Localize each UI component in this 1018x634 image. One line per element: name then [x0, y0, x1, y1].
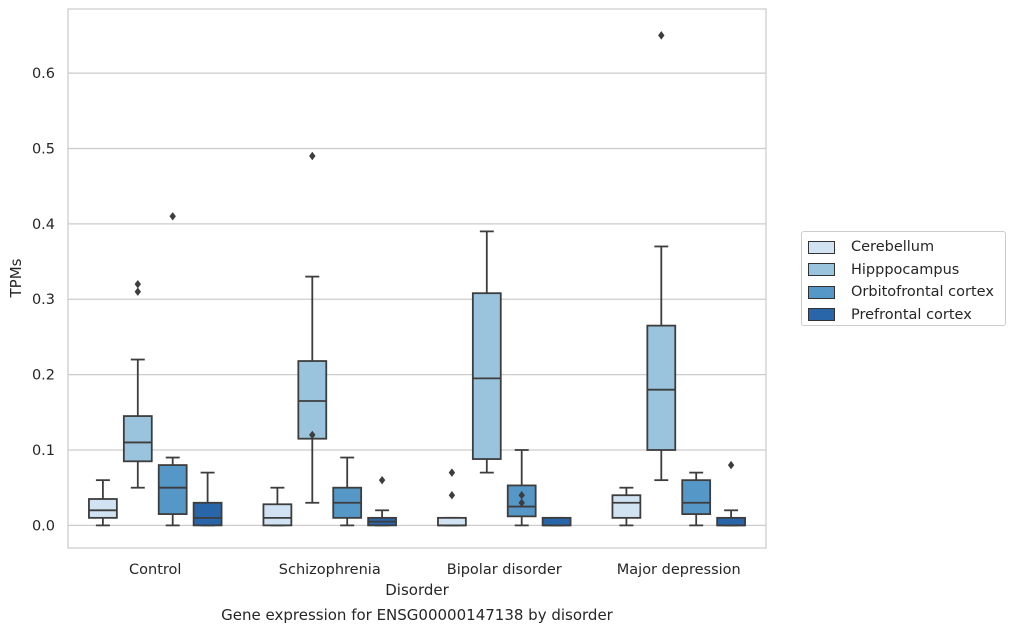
box-prefrontal-cortex: [367, 475, 397, 527]
box-iqr: [437, 516, 467, 527]
x-axis-label: Disorder: [385, 581, 449, 599]
y-tick-label: 0.6: [32, 66, 55, 82]
outlier-point: [378, 475, 386, 485]
box-iqr: [192, 501, 223, 527]
y-tick-label: 0.5: [32, 141, 55, 157]
outlier-point: [658, 31, 665, 40]
box-iqr: [506, 484, 537, 518]
box-cerebellum: [611, 486, 642, 527]
box-cerebellum: [437, 468, 467, 527]
box-hipppocampus: [122, 279, 153, 489]
legend: Cerebellum Hipppocampus Orbitofrontal cort…: [801, 231, 1006, 326]
box-iqr: [646, 324, 677, 451]
outlier-point: [448, 468, 456, 477]
legend-item: Prefrontal cortex: [808, 304, 999, 327]
box-iqr: [262, 503, 293, 527]
plot-frame: [67, 8, 767, 549]
legend-swatch: [808, 308, 835, 322]
box-iqr: [681, 479, 712, 515]
y-tick-label: 0.2: [32, 368, 55, 384]
box-series: [88, 31, 746, 527]
outlier-point: [134, 279, 141, 289]
x-tick-label: Major depression: [617, 562, 741, 578]
y-tick-label: 0.1: [32, 443, 55, 459]
outlier-point: [309, 430, 316, 440]
box-orbitofrontal-cortex: [681, 471, 712, 527]
y-tick-label: 0.3: [32, 292, 55, 308]
legend-swatch: [808, 240, 835, 254]
legend-label: Hipppocampus: [851, 261, 960, 278]
outlier-point: [518, 498, 525, 507]
x-tick-label: Control: [129, 562, 181, 578]
y-axis-label: TPMs: [7, 258, 25, 298]
legend-swatch: [808, 285, 835, 299]
box-hipppocampus: [471, 230, 502, 474]
outlier-point: [134, 287, 141, 296]
outlier-point: [169, 212, 176, 221]
box-iqr: [471, 292, 502, 460]
legend-label: Cerebellum: [851, 239, 935, 256]
box-cerebellum: [88, 479, 118, 527]
legend-item: Hipppocampus: [808, 259, 999, 282]
box-cerebellum: [262, 486, 293, 527]
box-prefrontal-cortex: [716, 460, 746, 527]
box-prefrontal-cortex: [192, 471, 223, 527]
outlier-point: [309, 151, 316, 161]
box-iqr: [157, 464, 188, 515]
box-iqr: [611, 494, 642, 519]
box-orbitofrontal-cortex: [506, 449, 537, 527]
legend-label: Prefrontal cortex: [851, 306, 972, 323]
x-tick-label: Bipolar disorder: [447, 562, 562, 578]
box-orbitofrontal-cortex: [157, 212, 188, 527]
x-tick-labels: Control Schizophrenia Bipolar disorder Majo…: [129, 562, 741, 578]
box-iqr: [297, 360, 328, 440]
legend-label: Orbitofrontal cortex: [851, 284, 994, 301]
box-iqr: [541, 516, 572, 527]
legend-item: Orbitofrontal cortex: [808, 281, 999, 304]
y-tick-label: 0.0: [32, 518, 55, 534]
chart-caption: Gene expression for ENSG00000147138 by d…: [221, 606, 613, 624]
outlier-point: [448, 491, 456, 500]
outlier-point: [518, 491, 525, 500]
y-tick-labels: 0.0 0.1 0.2 0.3 0.4 0.5 0.6: [32, 66, 55, 534]
box-hipppocampus: [297, 151, 328, 504]
box-iqr: [88, 498, 118, 519]
box-iqr: [122, 415, 153, 463]
y-tick-label: 0.4: [32, 217, 55, 233]
outlier-point: [727, 460, 735, 470]
box-orbitofrontal-cortex: [332, 456, 363, 527]
box-prefrontal-cortex: [541, 516, 572, 527]
box-hipppocampus: [646, 31, 677, 482]
legend-item: Cerebellum: [808, 236, 999, 259]
grid-lines: [68, 72, 766, 527]
x-tick-label: Schizophrenia: [279, 562, 381, 578]
legend-swatch: [808, 263, 835, 277]
box-iqr: [716, 516, 746, 527]
